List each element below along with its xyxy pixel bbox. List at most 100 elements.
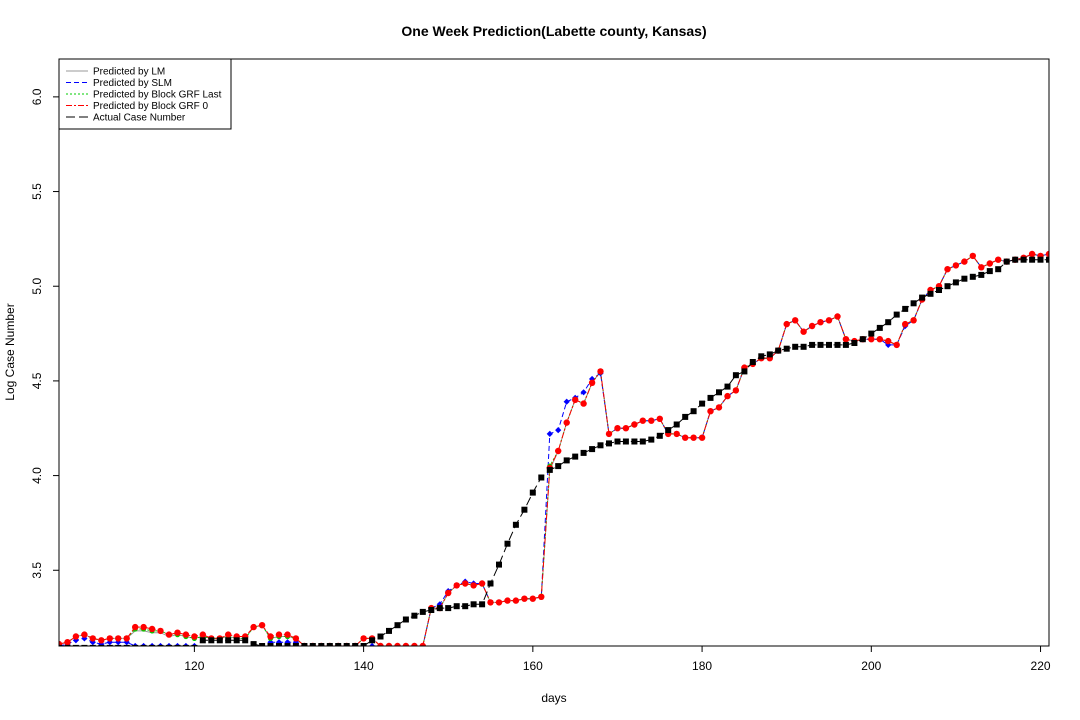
plot-region: [58, 58, 1050, 656]
point-predicted-by-block-grf-0: [538, 593, 545, 600]
point-actual: [800, 343, 807, 350]
point-predicted-by-block-grf-0: [868, 336, 875, 343]
point-actual: [115, 644, 122, 646]
point-actual: [242, 637, 249, 644]
point-predicted-by-block-grf-0: [157, 627, 164, 635]
point-predicted-by-block-grf-0: [148, 625, 156, 633]
point-actual: [1020, 256, 1027, 263]
point-predicted-by-slm: [208, 649, 214, 655]
point-actual: [775, 347, 782, 354]
chart-title: One Week Prediction(Labette county, Kans…: [401, 23, 706, 39]
point-predicted-by-block-grf-0: [631, 421, 638, 428]
point-actual: [631, 438, 638, 445]
point-actual: [411, 612, 418, 619]
x-tick-label: 140: [354, 659, 374, 673]
point-predicted-by-slm: [200, 649, 206, 655]
x-tick-label: 160: [523, 659, 543, 673]
legend-label-predicted-by-block-grf-0: Predicted by Block GRF 0: [93, 101, 208, 112]
point-actual: [166, 644, 172, 646]
point-actual: [682, 413, 689, 420]
point-actual: [876, 324, 883, 331]
point-predicted-by-slm: [234, 650, 240, 656]
point-predicted-by-block-grf-0: [165, 631, 173, 638]
point-actual: [343, 643, 350, 646]
point-actual: [462, 603, 469, 610]
point-predicted-by-block-grf-0: [698, 434, 706, 441]
point-actual: [72, 644, 79, 646]
point-actual: [589, 446, 596, 453]
point-predicted-by-block-grf-0: [419, 642, 426, 646]
point-predicted-by-block-grf-0: [106, 635, 114, 642]
point-predicted-by-block-grf-0: [292, 635, 300, 642]
point-predicted-by-block-grf-0: [614, 425, 621, 432]
point-predicted-by-block-grf-0: [588, 379, 596, 386]
point-actual: [132, 644, 139, 646]
point-predicted-by-block-grf-0: [800, 328, 807, 335]
point-actual: [538, 474, 545, 481]
point-predicted-by-slm: [546, 430, 553, 438]
x-tick-label: 120: [184, 659, 204, 673]
point-predicted-by-block-grf-0: [132, 623, 139, 631]
point-predicted-by-block-grf-0: [910, 317, 917, 324]
point-predicted-by-block-grf-0: [656, 415, 663, 422]
point-predicted-by-block-grf-0: [470, 582, 477, 589]
point-predicted-by-block-grf-0: [893, 341, 900, 349]
point-predicted-by-block-grf-0: [191, 633, 198, 640]
point-actual: [106, 644, 113, 646]
point-predicted-by-block-grf-0: [377, 642, 384, 646]
point-predicted-by-block-grf-0: [174, 629, 181, 636]
point-predicted-by-block-grf-0: [512, 597, 520, 604]
x-tick-label: 200: [861, 659, 881, 673]
point-predicted-by-block-grf-0: [639, 417, 646, 424]
point-actual: [724, 383, 731, 390]
legend-label-actual-case-number: Actual Case Number: [93, 113, 186, 124]
point-actual: [1003, 258, 1010, 265]
point-actual: [639, 438, 646, 445]
point-actual: [656, 432, 663, 439]
legend-label-predicted-by-block-grf-last: Predicted by Block GRF Last: [93, 90, 222, 101]
point-predicted-by-block-grf-0: [521, 595, 528, 602]
point-predicted-by-block-grf-0: [275, 631, 283, 638]
series-layer: [59, 250, 1049, 656]
point-actual: [732, 372, 739, 379]
series-predicted-by-slm: [59, 250, 1049, 656]
point-predicted-by-block-grf-0: [360, 635, 367, 642]
x-axis: 120 140 160 180 200 220: [184, 646, 1051, 673]
point-actual: [885, 319, 892, 326]
point-predicted-by-block-grf-0: [199, 631, 206, 638]
y-tick-label: 4.0: [30, 467, 44, 484]
point-actual: [521, 506, 528, 513]
point-actual: [665, 427, 672, 434]
point-actual: [284, 643, 291, 646]
point-actual: [89, 644, 96, 646]
point-predicted-by-slm: [555, 426, 562, 434]
point-predicted-by-block-grf-0: [597, 368, 604, 375]
point-actual: [606, 440, 612, 447]
point-predicted-by-block-grf-0: [1028, 250, 1036, 258]
point-actual: [369, 637, 376, 644]
point-predicted-by-block-grf-0: [115, 635, 122, 642]
point-predicted-by-slm: [580, 389, 587, 396]
point-predicted-by-block-grf-0: [487, 599, 494, 606]
point-actual: [978, 271, 985, 278]
point-actual: [673, 421, 680, 428]
series-predicted-by-lm: [59, 253, 1049, 646]
point-actual: [453, 603, 460, 610]
x-tick-label: 220: [1031, 659, 1051, 673]
point-actual: [741, 368, 748, 375]
point-predicted-by-block-grf-0: [250, 623, 257, 631]
legend-label-predicted-by-lm: Predicted by LM: [93, 67, 165, 78]
point-predicted-by-block-grf-0: [876, 336, 883, 343]
point-predicted-by-block-grf-0: [605, 430, 613, 438]
point-actual: [157, 644, 164, 646]
point-predicted-by-block-grf-0: [462, 580, 469, 587]
point-predicted-by-block-grf-0: [732, 387, 740, 394]
point-predicted-by-block-grf-0: [834, 313, 841, 320]
point-actual: [267, 643, 274, 646]
point-actual: [1046, 256, 1049, 263]
point-predicted-by-block-grf-0: [495, 599, 503, 606]
y-tick-label: 5.5: [30, 183, 44, 200]
y-tick-label: 5.0: [30, 278, 44, 295]
point-predicted-by-block-grf-0: [622, 425, 630, 432]
point-actual: [140, 644, 147, 646]
